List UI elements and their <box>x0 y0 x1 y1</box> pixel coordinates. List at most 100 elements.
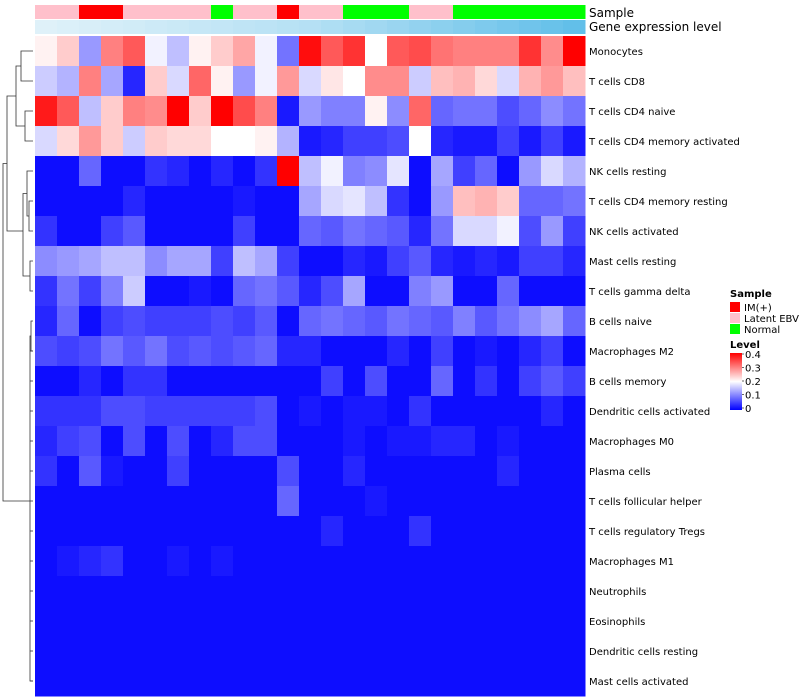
heatmap-cell <box>101 606 124 637</box>
heatmap-cell <box>453 426 476 457</box>
dendrogram-branch <box>29 260 33 292</box>
heatmap-cell <box>123 156 146 187</box>
heatmap-cell <box>79 276 102 307</box>
heatmap-cell <box>233 366 256 397</box>
heatmap-cell <box>431 396 454 427</box>
heatmap-cell <box>35 186 58 217</box>
heatmap-cell <box>145 36 168 67</box>
heatmap-cell <box>409 186 432 217</box>
row-label: Macrophages M2 <box>589 347 674 358</box>
heatmap-cell <box>563 456 586 487</box>
heatmap-cell <box>35 156 58 187</box>
heatmap-cell <box>497 306 520 337</box>
heatmap-cell <box>475 516 498 547</box>
heatmap-cell <box>541 36 564 67</box>
heatmap-cell <box>453 366 476 397</box>
heatmap-cell <box>277 96 300 127</box>
heatmap-cell <box>475 246 498 277</box>
heatmap-cell <box>35 276 58 307</box>
heatmap-cell <box>123 186 146 217</box>
heatmap-cell <box>541 516 564 547</box>
heatmap-cell <box>189 486 212 517</box>
heatmap-cell <box>343 456 366 487</box>
heatmap-cell <box>123 666 146 697</box>
heatmap-cell <box>343 426 366 457</box>
heatmap-cell <box>431 576 454 607</box>
heatmap-cell <box>189 66 212 97</box>
heatmap-cell <box>255 396 278 427</box>
heatmap-cell <box>343 636 366 667</box>
heatmap-cell <box>167 456 190 487</box>
heatmap-cell <box>497 366 520 397</box>
gene-expression-annotation-cell <box>299 20 322 34</box>
heatmap-cell <box>519 606 542 637</box>
row-dendrogram <box>2 50 33 682</box>
heatmap-cell <box>211 606 234 637</box>
heatmap-cell <box>519 636 542 667</box>
heatmap-cell <box>409 576 432 607</box>
gene-expression-annotation-cell <box>101 20 124 34</box>
heatmap-cell <box>409 276 432 307</box>
heatmap-cell <box>167 366 190 397</box>
heatmap-cell <box>541 306 564 337</box>
heatmap-cell <box>299 66 322 97</box>
heatmap-cell <box>123 516 146 547</box>
heatmap-cell <box>431 606 454 637</box>
heatmap-cell <box>453 36 476 67</box>
sample-annotation-track <box>35 5 586 19</box>
heatmap-cell <box>145 276 168 307</box>
sample-annotation-cell <box>365 5 388 19</box>
dendrogram-branch <box>29 335 33 682</box>
legend-entry-label: Normal <box>744 325 780 336</box>
heatmap-cell <box>79 306 102 337</box>
row-label: Monocytes <box>589 47 643 58</box>
heatmap-cell <box>387 216 410 247</box>
heatmap-cell <box>189 186 212 217</box>
legend-entry-label: Latent EBV <box>744 314 799 325</box>
heatmap-cell <box>123 306 146 337</box>
heatmap-cell <box>299 186 322 217</box>
heatmap-cell <box>57 306 80 337</box>
heatmap-cell <box>475 576 498 607</box>
heatmap-cell <box>365 126 388 157</box>
heatmap-cell <box>123 276 146 307</box>
heatmap-cell <box>145 366 168 397</box>
heatmap-cell <box>211 36 234 67</box>
heatmap-cell <box>189 276 212 307</box>
sample-annotation-cell <box>189 5 212 19</box>
heatmap-cell <box>563 576 586 607</box>
heatmap-cell <box>409 36 432 67</box>
heatmap-cell <box>541 576 564 607</box>
heatmap-cell <box>541 66 564 97</box>
heatmap-cell <box>343 96 366 127</box>
gene-expression-annotation-cell <box>123 20 146 34</box>
heatmap-cell <box>541 426 564 457</box>
gene-expression-annotation-cell <box>321 20 344 34</box>
heatmap-cell <box>35 336 58 367</box>
heatmap-cell <box>541 216 564 247</box>
heatmap-cell <box>497 36 520 67</box>
heatmap-cell <box>79 396 102 427</box>
heatmap-cell <box>431 486 454 517</box>
heatmap-cell <box>431 246 454 277</box>
heatmap-cell <box>343 576 366 607</box>
heatmap-cell <box>79 576 102 607</box>
heatmap-cell <box>453 66 476 97</box>
heatmap-cell <box>497 96 520 127</box>
heatmap-cell <box>321 96 344 127</box>
heatmap-cell <box>233 66 256 97</box>
heatmap-cell <box>123 126 146 157</box>
heatmap-cell <box>189 666 212 697</box>
heatmap-cell <box>101 66 124 97</box>
heatmap-cell <box>211 246 234 277</box>
heatmap-cell <box>431 186 454 217</box>
legend-entry-label: IM(+) <box>744 303 772 314</box>
heatmap-cell <box>79 336 102 367</box>
heatmap-cell <box>519 186 542 217</box>
heatmap-cell <box>321 456 344 487</box>
heatmap-cell <box>343 546 366 577</box>
heatmap-cell <box>277 156 300 187</box>
heatmap-cell <box>365 636 388 667</box>
heatmap-cell <box>321 216 344 247</box>
heatmap-cell <box>233 426 256 457</box>
